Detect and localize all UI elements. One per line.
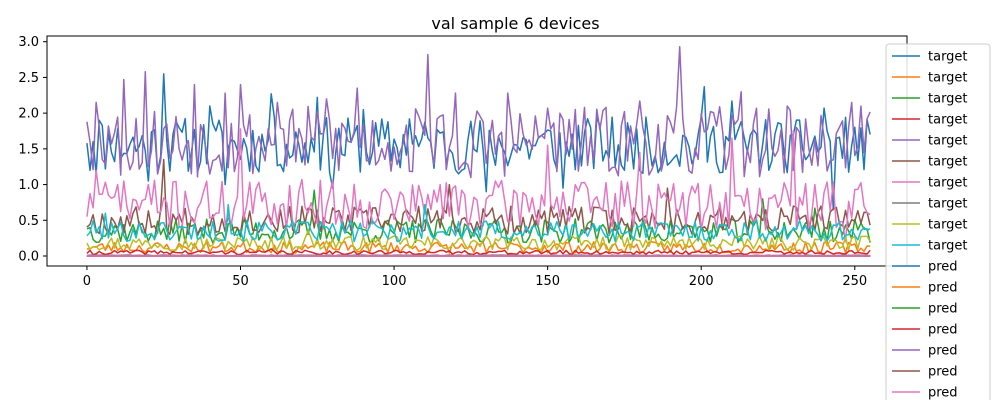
- y-tick-label: 2.0: [18, 107, 39, 122]
- y-tick-label: 3.0: [18, 35, 39, 50]
- chart-title: val sample 6 devices: [431, 14, 599, 33]
- legend-label: target: [928, 113, 968, 128]
- series-line-target-0: [86, 73, 871, 211]
- legend-label: target: [928, 155, 968, 170]
- legend-label: target: [928, 239, 968, 254]
- series-line-target-8: [86, 230, 871, 251]
- legend-label: target: [928, 176, 968, 191]
- x-tick-label: 150: [535, 274, 560, 289]
- series-line-target-3: [86, 248, 871, 256]
- legend-label: target: [928, 50, 968, 65]
- y-tick-label: 2.5: [18, 71, 39, 86]
- series-layer: [86, 45, 871, 257]
- legend-label: pred: [928, 365, 958, 380]
- legend-label: pred: [928, 386, 958, 400]
- axes-layer: 0 50 100 150 200 250 0.0 0.5 1.0 1.5 2.0 2.5 3.0: [18, 35, 908, 289]
- legend-label: pred: [928, 281, 958, 296]
- legend-label: pred: [928, 302, 958, 317]
- series-line-target-5: [86, 158, 871, 236]
- x-tick-label: 0: [83, 274, 91, 289]
- legend-label: target: [928, 134, 968, 149]
- series-line-target-9: [86, 203, 871, 243]
- legend: target target target target target target targ…: [885, 43, 991, 400]
- legend-label: target: [928, 71, 968, 86]
- x-tick-label: 50: [232, 274, 249, 289]
- legend-label: target: [928, 197, 968, 212]
- legend-box: [885, 43, 991, 400]
- legend-label: pred: [928, 323, 958, 338]
- y-tick-label: 1.5: [18, 142, 39, 157]
- legend-label: pred: [928, 260, 958, 275]
- legend-label: target: [928, 92, 968, 107]
- y-tick-label: 0.0: [18, 250, 39, 265]
- series-line-target-6: [86, 128, 871, 243]
- series-line-target-4: [86, 45, 871, 179]
- x-tick-label: 100: [382, 274, 407, 289]
- legend-label: pred: [928, 344, 958, 359]
- x-tick-label: 200: [689, 274, 714, 289]
- x-tick-label: 250: [842, 274, 867, 289]
- y-tick-label: 1.0: [18, 178, 39, 193]
- legend-label: target: [928, 218, 968, 233]
- y-tick-label: 0.5: [18, 214, 39, 229]
